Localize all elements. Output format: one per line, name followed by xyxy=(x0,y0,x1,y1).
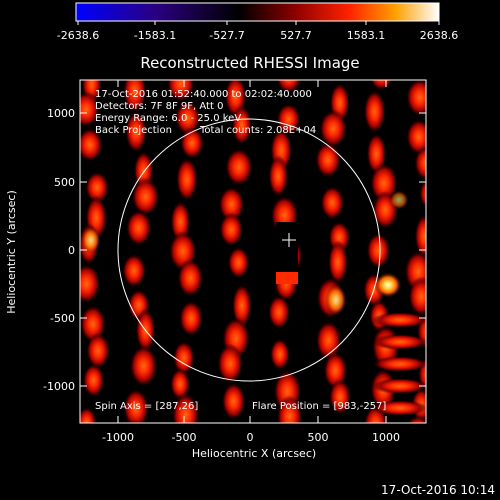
annotation-total-counts: Total counts: 2.08E+04 xyxy=(199,125,316,136)
colorbar-tick-label: -1583.1 xyxy=(134,29,176,42)
annotation-method: Back Projection xyxy=(95,125,172,136)
annotation-detectors: Detectors: 7F 8F 9F, Att 0 xyxy=(95,101,223,112)
annotation-energy-range: Energy Range: 6.0 - 25.0 keV xyxy=(95,113,241,124)
emission-fringe xyxy=(276,395,303,423)
emission-fringe xyxy=(414,146,426,181)
emission-fringe xyxy=(125,209,152,246)
image-mask-block xyxy=(276,222,298,272)
emission-fringe xyxy=(80,406,97,423)
emission-hotspot xyxy=(389,190,409,210)
colorbar-ticks: -2638.6 -1583.1 -527.7 527.7 1583.1 2638.6 xyxy=(57,21,458,42)
y-tick-label: -1000 xyxy=(43,380,75,393)
emission-fringe xyxy=(177,259,204,298)
x-tick-label: -500 xyxy=(172,431,197,444)
y-tick-label: 500 xyxy=(54,176,75,189)
emission-fringe xyxy=(224,148,253,187)
emission-fringe xyxy=(227,246,250,279)
emission-fringe xyxy=(268,155,289,198)
emission-fringe xyxy=(231,105,252,146)
spin-axis-label: Spin Axis = [287,26] xyxy=(95,401,198,412)
spin-axis-marker xyxy=(282,233,296,247)
emission-fringe xyxy=(269,338,290,371)
axis-ticks: -1000 -500 0 500 1000 1000 500 0 -500 -1000 xyxy=(43,80,426,444)
emission-fringe xyxy=(179,300,204,337)
x-axis-label: Heliocentric X (arcsec) xyxy=(192,447,316,460)
emission-fringe xyxy=(327,240,348,285)
plot-area: 17-Oct-2016 01:52:40.000 to 02:02:40.000… xyxy=(43,79,427,444)
y-axis-label: Heliocentric Y (arcsec) xyxy=(5,190,18,314)
emission-fringe xyxy=(171,392,200,423)
emission-fringe xyxy=(372,334,426,350)
emission-fringe xyxy=(405,80,426,117)
solar-limb-circle xyxy=(117,118,381,382)
emission-fringe xyxy=(127,419,142,423)
colorbar-tick-label: 1583.1 xyxy=(347,29,386,42)
emission-fringe xyxy=(267,295,290,330)
flare-source-hotspot xyxy=(374,272,402,298)
y-tick-label: -500 xyxy=(50,312,75,325)
footer-timestamp: 17-Oct-2016 10:14 xyxy=(381,483,495,497)
emission-fringe xyxy=(122,80,147,113)
emission-fringe xyxy=(217,343,244,384)
x-tick-label: -1000 xyxy=(102,431,134,444)
emission-fringe xyxy=(125,110,148,153)
emission-fringe xyxy=(414,214,426,259)
emission-fringe xyxy=(369,80,393,91)
emission-hotspot xyxy=(81,226,101,254)
emission-fringe xyxy=(276,80,302,94)
emission-hotspot xyxy=(325,284,347,316)
emission-fringe xyxy=(363,89,386,134)
colorbar: -2638.6 -1583.1 -527.7 527.7 1583.1 2638.6 xyxy=(57,2,458,42)
emission-fringe xyxy=(170,368,191,401)
emission-fringe xyxy=(366,232,391,269)
emission-fringe xyxy=(329,420,341,423)
emission-fringe xyxy=(372,356,426,372)
flare-position-label: Flare Position = [983,-257] xyxy=(252,401,386,412)
image-mask-edge xyxy=(276,272,298,284)
emission-fringe xyxy=(372,400,426,416)
colorbar-tick-label: 2638.6 xyxy=(420,29,459,42)
x-tick-label: 0 xyxy=(247,431,254,444)
emission-fringe xyxy=(320,185,345,220)
emission-fringe xyxy=(80,91,101,128)
emission-fringe xyxy=(328,379,351,416)
emission-fringe xyxy=(418,178,426,209)
emission-fringe xyxy=(231,283,252,328)
plot-frame xyxy=(79,79,427,424)
emission-fringe xyxy=(315,141,342,178)
emission-fringe xyxy=(219,212,244,247)
emission-fringe xyxy=(315,320,342,361)
emission-fringe xyxy=(405,118,426,155)
emission-fringe xyxy=(166,80,195,103)
emission-fringe xyxy=(82,363,105,398)
y-tick-label: 1000 xyxy=(47,107,75,120)
y-tick-label: 0 xyxy=(68,244,75,257)
annotation-time-range: 17-Oct-2016 01:52:40.000 to 02:02:40.000 xyxy=(95,89,312,100)
colorbar-tick-label: -527.7 xyxy=(209,29,244,42)
emission-fringe xyxy=(408,276,426,317)
emission-fringe xyxy=(129,344,158,387)
emission-fringe xyxy=(372,312,426,328)
colorbar-gradient xyxy=(75,2,440,22)
emission-fringe xyxy=(80,263,101,304)
x-tick-label: 500 xyxy=(308,431,329,444)
emission-fringe xyxy=(85,171,110,204)
emission-fringe xyxy=(218,186,245,223)
emission-fringe xyxy=(406,415,426,423)
emission-fringe xyxy=(122,253,147,288)
x-tick-label: 1000 xyxy=(372,431,400,444)
emission-fringe xyxy=(85,332,110,369)
emission-fringe xyxy=(122,388,149,423)
emission-fringe xyxy=(175,157,198,202)
emission-fringe xyxy=(319,109,348,148)
emission-fringe xyxy=(131,177,160,216)
image-title: Reconstructed RHESSI Image xyxy=(140,54,359,72)
emission-fringe xyxy=(221,382,246,421)
emission-fringe xyxy=(372,378,426,394)
emission-fringe xyxy=(174,100,201,135)
emission-fringe xyxy=(80,127,103,162)
colorbar-tick-label: 527.7 xyxy=(280,29,312,42)
colorbar-tick-label: -2638.6 xyxy=(57,29,99,42)
